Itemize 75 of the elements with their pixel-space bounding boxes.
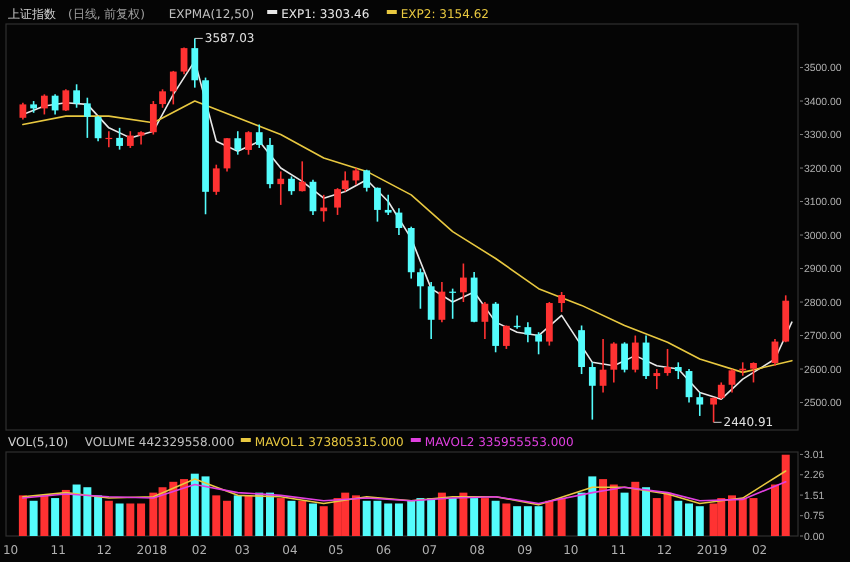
candlestick — [298, 160, 306, 193]
candlestick — [169, 70, 177, 106]
bar — [61, 489, 70, 536]
candlestick — [674, 361, 682, 380]
candlestick — [427, 281, 435, 340]
candlestick — [407, 225, 415, 280]
candlestick — [255, 123, 263, 149]
bar — [470, 498, 479, 536]
candlestick — [535, 331, 542, 356]
candlestick — [728, 368, 736, 394]
line-series — [22, 481, 787, 505]
bar — [287, 500, 296, 536]
candlestick — [621, 341, 628, 374]
bar — [502, 503, 511, 536]
candlestick — [417, 267, 424, 310]
bar — [631, 481, 640, 536]
candlestick — [40, 93, 48, 116]
candlestick — [384, 194, 392, 216]
bar — [407, 500, 416, 536]
candlestick — [277, 170, 285, 206]
candlestick — [191, 37, 199, 89]
candlestick — [782, 294, 790, 344]
bar — [51, 498, 60, 536]
candlestick — [631, 334, 639, 374]
bar — [620, 492, 629, 536]
bar — [29, 500, 38, 536]
candlestick — [481, 301, 489, 340]
candlestick — [492, 301, 500, 354]
candlestick — [696, 391, 704, 417]
bar — [40, 495, 49, 536]
candlestick — [578, 324, 585, 375]
candlestick — [558, 291, 566, 313]
candlestick — [137, 130, 145, 146]
bar — [18, 495, 27, 536]
candlestick — [610, 341, 618, 384]
candlestick — [524, 321, 532, 344]
candlestick — [460, 262, 467, 303]
candlestick — [62, 88, 70, 112]
candlestick — [653, 368, 661, 390]
bar — [480, 498, 489, 536]
candlestick — [83, 96, 91, 139]
candlestick — [374, 186, 381, 223]
bar — [642, 487, 651, 536]
candlestick — [234, 130, 242, 156]
candlestick — [545, 301, 553, 347]
bar — [491, 500, 500, 536]
candlestick — [73, 83, 80, 109]
bar — [276, 498, 285, 536]
candlestick — [212, 163, 220, 196]
bar — [545, 500, 554, 536]
bar — [557, 498, 566, 536]
bar — [233, 495, 242, 536]
candlestick — [588, 361, 596, 421]
candlestick — [159, 88, 166, 109]
bar — [459, 492, 468, 536]
bar — [298, 500, 307, 536]
candlestick — [470, 271, 478, 323]
candlestick — [149, 100, 157, 136]
candlestick — [51, 93, 59, 116]
candlestick — [502, 324, 510, 350]
candlestick — [180, 46, 188, 76]
candlestick — [750, 361, 757, 384]
bar — [104, 500, 113, 536]
line-series — [22, 470, 787, 506]
bar — [319, 506, 328, 536]
candlestick — [245, 130, 252, 156]
bar — [437, 492, 446, 536]
bar — [308, 503, 317, 536]
candlestick — [664, 348, 671, 377]
bar — [244, 495, 253, 536]
bar — [448, 498, 457, 536]
candlestick — [116, 127, 123, 151]
bar — [115, 503, 124, 536]
line-series — [22, 100, 793, 374]
candlestick — [288, 175, 295, 196]
